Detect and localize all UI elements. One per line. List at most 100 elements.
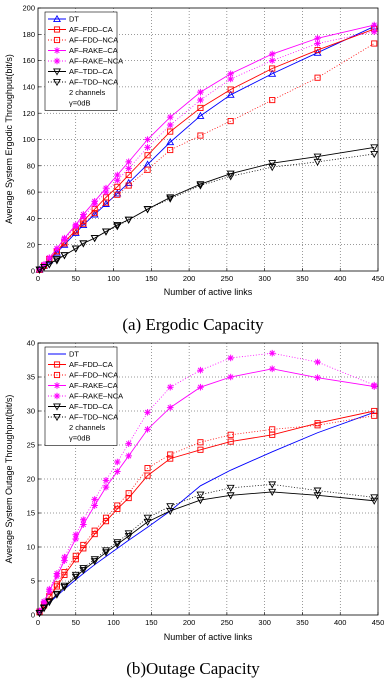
series-af-fdd-nca-point <box>102 199 110 206</box>
legend-note: γ=0dB <box>69 434 90 443</box>
x-tick-label: 200 <box>183 274 196 283</box>
series-af-rake-ca-point <box>102 184 110 192</box>
y-tick-label: 160 <box>22 56 35 65</box>
y-tick-label: 0 <box>31 611 35 620</box>
y-tick-label: 40 <box>27 214 35 223</box>
legend-af-rake-nca-marker <box>53 392 61 400</box>
series-af-fdd-ca-point <box>269 65 276 72</box>
series-af-tdd-ca-point <box>79 567 88 575</box>
series-af-tdd-nca-point <box>166 503 175 511</box>
y-tick-label: 35 <box>27 373 35 382</box>
series-af-fdd-ca-point <box>125 171 132 179</box>
legend-af-rake-nca-label: AF–RAKE–NCA <box>69 392 123 401</box>
series-af-rake-ca-point <box>227 373 234 381</box>
series-af-fdd-ca-point <box>197 446 204 453</box>
series-dt-point <box>52 248 61 256</box>
series-af-fdd-nca-point <box>80 541 87 549</box>
series-af-fdd-ca-point <box>114 505 121 512</box>
series-af-tdd-nca-point <box>102 547 110 555</box>
series-af-rake-nca-point <box>197 366 204 374</box>
series-af-rake-ca-point <box>314 374 321 381</box>
series-af-fdd-nca-point <box>80 220 87 227</box>
series-af-tdd-nca-point <box>196 491 205 499</box>
y-tick-label: 20 <box>27 475 35 484</box>
y-axis-label: Average System Outage Throughput(bit/s) <box>4 395 14 564</box>
series-af-fdd-nca-point <box>114 502 121 509</box>
series-af-fdd-nca-line <box>39 415 375 612</box>
series-af-tdd-nca-point <box>166 195 175 203</box>
series-af-fdd-nca-point <box>53 581 60 588</box>
series-af-rake-ca-point <box>91 502 98 509</box>
series-af-rake-nca-point <box>61 553 68 561</box>
series-af-tdd-nca-point <box>226 484 235 492</box>
legend-dt-label: DT <box>69 15 79 24</box>
y-tick-label: 25 <box>27 441 35 450</box>
series-af-rake-nca-point <box>102 188 110 196</box>
x-tick-label: 350 <box>296 618 309 627</box>
series-af-tdd-nca-point <box>313 487 322 495</box>
series-af-tdd-nca-point <box>71 245 80 253</box>
x-tick-label: 300 <box>258 274 271 283</box>
series-af-rake-nca-point <box>166 121 174 129</box>
legend-af-fdd-ca-label: AF–FDD–CA <box>69 360 113 369</box>
series-af-tdd-nca-point <box>124 530 133 538</box>
series-af-tdd-ca-point <box>90 558 99 566</box>
series-af-rake-ca-point <box>314 34 321 42</box>
x-tick-label: 100 <box>107 618 120 627</box>
series-af-rake-nca-point <box>61 236 68 243</box>
series-af-rake-ca-point <box>197 383 204 391</box>
series-af-tdd-nca-point <box>124 216 133 224</box>
legend-af-rake-ca-marker <box>53 47 61 54</box>
series-group <box>35 21 379 274</box>
legend-af-fdd-ca-marker <box>53 361 61 368</box>
x-tick-label: 400 <box>334 618 347 627</box>
series-af-rake-nca-point <box>46 254 53 262</box>
series-af-rake-nca-point <box>370 381 378 389</box>
series-af-fdd-ca-point <box>91 531 98 538</box>
tick-labels: 0 50 100 150 200 250 300 350 400 450 0 5 10 15 20 25 30 3… <box>27 339 385 627</box>
series-af-fdd-nca-point <box>61 569 68 576</box>
caption: (a) Ergodic Capacity <box>122 315 264 334</box>
series-af-tdd-nca-line <box>39 484 375 614</box>
series-af-fdd-nca-point <box>144 166 151 173</box>
y-tick-label: 20 <box>27 240 35 249</box>
series-af-tdd-nca-point <box>45 598 54 606</box>
x-tick-label: 150 <box>145 274 158 283</box>
series-af-tdd-nca-point <box>52 257 61 265</box>
series-af-tdd-ca-point <box>268 488 277 497</box>
x-tick-label: 150 <box>145 618 158 627</box>
x-tick-label: 450 <box>372 274 385 283</box>
series-af-fdd-ca-point <box>167 455 174 462</box>
series-af-fdd-nca-point <box>167 451 174 458</box>
series-af-rake-nca-point <box>314 40 321 47</box>
series-af-tdd-nca-point <box>113 539 122 547</box>
series-af-tdd-ca-point <box>196 181 205 189</box>
y-tick-label: 0 <box>31 267 35 276</box>
series-af-rake-ca-point <box>370 21 378 29</box>
legend-dt-marker <box>53 14 61 23</box>
series-af-fdd-nca-point <box>167 146 174 154</box>
series-af-rake-nca-point <box>53 570 61 577</box>
series-af-tdd-ca-point <box>143 518 152 526</box>
series-af-tdd-nca-point <box>45 261 54 269</box>
series-af-rake-nca-point <box>314 358 321 366</box>
series-af-tdd-ca-point <box>166 507 175 516</box>
chart-ergodic-capacity: 0 50 100 150 200 250 300 350 400 450 0 20 40 60 80 100 1… <box>4 4 384 334</box>
x-tick-label: 350 <box>296 274 309 283</box>
series-af-tdd-ca-point <box>71 573 80 582</box>
tick-labels: 0 50 100 150 200 250 300 350 400 450 0 20 40 60 80 100 1… <box>22 4 384 283</box>
legend-note: γ=0dB <box>69 99 90 108</box>
series-af-tdd-ca-point <box>113 541 122 549</box>
legend-af-rake-ca-marker <box>53 382 61 389</box>
legend-af-rake-nca-label: AF–RAKE–NCA <box>69 57 123 66</box>
chart-outage-capacity: 0 50 100 150 200 250 300 350 400 450 0 5 10 15 20 25 30 3… <box>4 339 384 678</box>
series-dt-point <box>90 210 99 218</box>
y-tick-label: 15 <box>27 509 35 518</box>
series-af-rake-nca-point <box>114 176 121 184</box>
y-tick-label: 40 <box>27 339 35 348</box>
y-axis-label: Average System Ergodic Throughput(bit/s) <box>4 54 14 224</box>
series-af-fdd-nca-point <box>102 514 110 521</box>
y-tick-label: 10 <box>27 543 35 552</box>
series-af-tdd-ca-point <box>226 492 235 500</box>
